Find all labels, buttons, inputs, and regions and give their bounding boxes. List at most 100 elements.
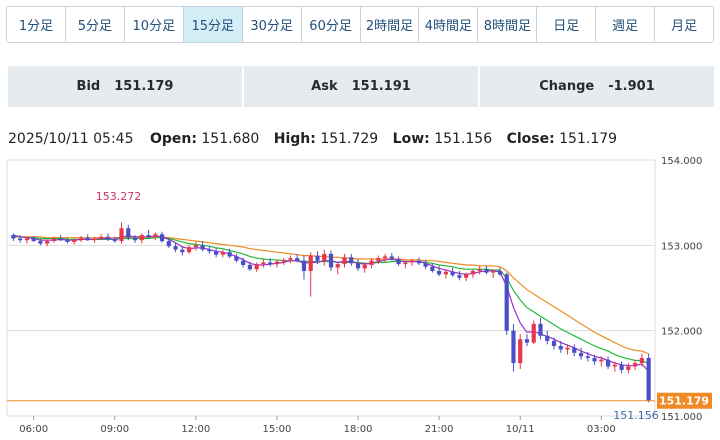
tab-1[interactable]: 1分足 [7, 7, 66, 42]
candle [612, 361, 617, 372]
tab-12[interactable]: 月足 [655, 7, 713, 42]
tab-2[interactable]: 5分足 [65, 7, 125, 42]
change-value: -1.901 [608, 79, 655, 94]
candle-body [355, 263, 361, 269]
candle [416, 257, 421, 265]
candle-body [45, 241, 50, 244]
candle-body [173, 246, 178, 250]
high-value: 151.729 [320, 131, 379, 147]
tab-10[interactable]: 日足 [537, 7, 597, 42]
candle [105, 233, 111, 242]
tab-9[interactable]: 8時間足 [478, 7, 538, 42]
last-price-badge [657, 392, 712, 409]
candle-body [504, 274, 509, 331]
tab-7[interactable]: 2時間足 [360, 7, 420, 42]
x-tick-label: 10/11 [506, 424, 535, 435]
candle-body [518, 339, 523, 364]
candle [78, 235, 84, 242]
open-label: Open: [149, 131, 197, 147]
candle [207, 246, 212, 254]
candle-body [322, 253, 327, 261]
candle [457, 270, 462, 281]
candle-body [477, 269, 482, 271]
y-tick-label: 152.000 [661, 327, 702, 338]
candle-body [382, 256, 388, 259]
candle [214, 247, 219, 258]
candle-body [551, 340, 557, 347]
candle [295, 253, 300, 263]
close-value: 151.179 [559, 131, 618, 147]
candle [200, 241, 205, 252]
x-tick-label: 06:00 [19, 424, 48, 435]
candle [484, 265, 489, 275]
candle-body [220, 252, 225, 255]
tab-3[interactable]: 10分足 [124, 7, 184, 42]
tab-5[interactable]: 30分足 [242, 7, 302, 42]
candle-body [24, 238, 29, 241]
candle-body [349, 257, 354, 264]
candle [247, 261, 253, 271]
candle-body [254, 264, 259, 270]
candle [308, 252, 313, 297]
candle [531, 320, 536, 345]
candle-body [268, 262, 273, 265]
candle [146, 229, 151, 239]
candle [518, 334, 523, 370]
candle [477, 265, 482, 275]
candle-body [497, 270, 503, 275]
candle-body [450, 271, 455, 276]
candle-body [342, 257, 347, 265]
candle [173, 242, 178, 253]
candle [11, 233, 16, 242]
candle [342, 253, 347, 268]
candle [51, 236, 57, 243]
tab-11[interactable]: 週足 [596, 7, 656, 42]
candle [443, 269, 448, 279]
candle-body [484, 269, 489, 273]
candle [315, 251, 320, 265]
candle-body [58, 238, 63, 241]
candle [396, 256, 401, 266]
candle [551, 337, 557, 350]
x-tick-label: 03:00 [587, 424, 616, 435]
candle [234, 253, 239, 263]
candle-body [78, 237, 84, 241]
candle [409, 258, 415, 266]
candle-body [99, 236, 104, 239]
candle-body [288, 258, 293, 260]
candle-body [396, 258, 401, 265]
candle [112, 236, 117, 243]
tab-8[interactable]: 4時間足 [419, 7, 479, 42]
candle-body [409, 260, 415, 263]
candle [362, 262, 367, 273]
candle-body [281, 259, 286, 262]
candle [261, 258, 266, 268]
candle [369, 258, 374, 269]
candle [403, 260, 408, 269]
candle-body [308, 255, 313, 271]
candle [592, 354, 597, 365]
candle-body [565, 347, 570, 350]
candle-body [531, 323, 536, 343]
candle-body [470, 270, 476, 275]
candle [585, 352, 590, 362]
tab-4[interactable]: 15分足 [183, 7, 243, 42]
timeframe-tabs: 1分足 5分足 10分足 15分足 30分足 60分足 2時間足 4時間足 8時間足 日足 週足 月足 [6, 6, 714, 43]
quote-bar: Bid 151.179 Ask 151.191 Change -1.901 [8, 66, 714, 107]
y-tick-label: 153.000 [661, 241, 702, 252]
y-tick-label: 151.000 [661, 412, 702, 423]
tab-6[interactable]: 60分足 [301, 7, 361, 42]
candle [281, 258, 286, 265]
candle [565, 344, 570, 355]
price-chart[interactable]: 154.000 153.000 152.000 151.000 06:00 09:00 12… [0, 150, 720, 440]
candle-body [578, 352, 584, 357]
candle [18, 235, 23, 243]
candle-body [11, 235, 16, 239]
candle-body [646, 357, 651, 401]
candle-body [38, 241, 43, 244]
candle [511, 323, 516, 372]
candle [119, 222, 124, 244]
candle [626, 363, 631, 374]
candle-body [247, 264, 253, 270]
candle-body [126, 228, 131, 238]
